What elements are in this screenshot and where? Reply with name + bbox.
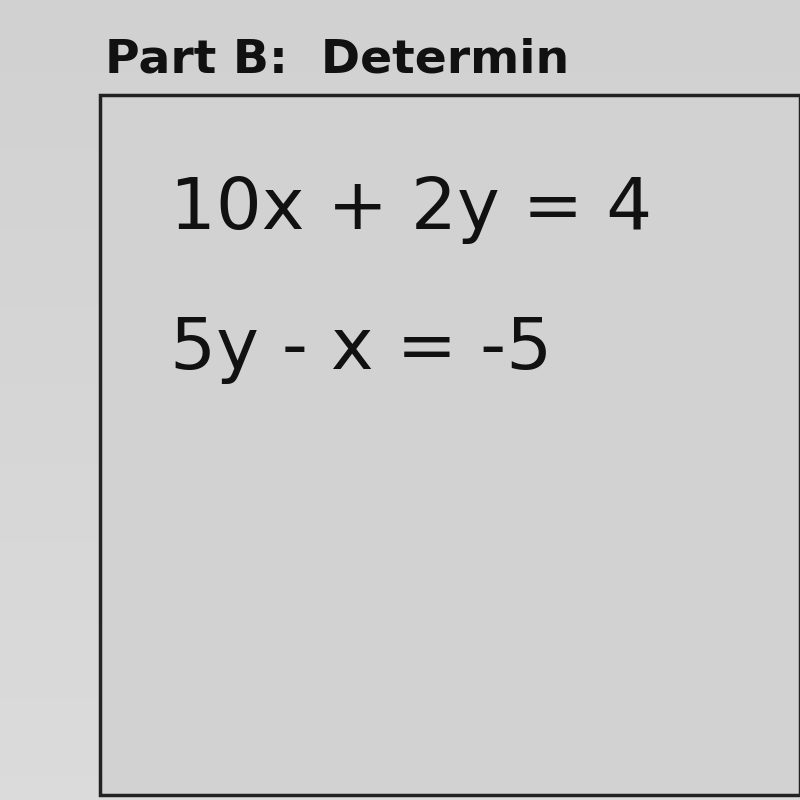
- Text: 5y - x = -5: 5y - x = -5: [170, 315, 552, 385]
- Text: 10x + 2y = 4: 10x + 2y = 4: [170, 175, 652, 245]
- Bar: [100, 95, 800, 795]
- Text: Part B:  Determin: Part B: Determin: [105, 38, 570, 82]
